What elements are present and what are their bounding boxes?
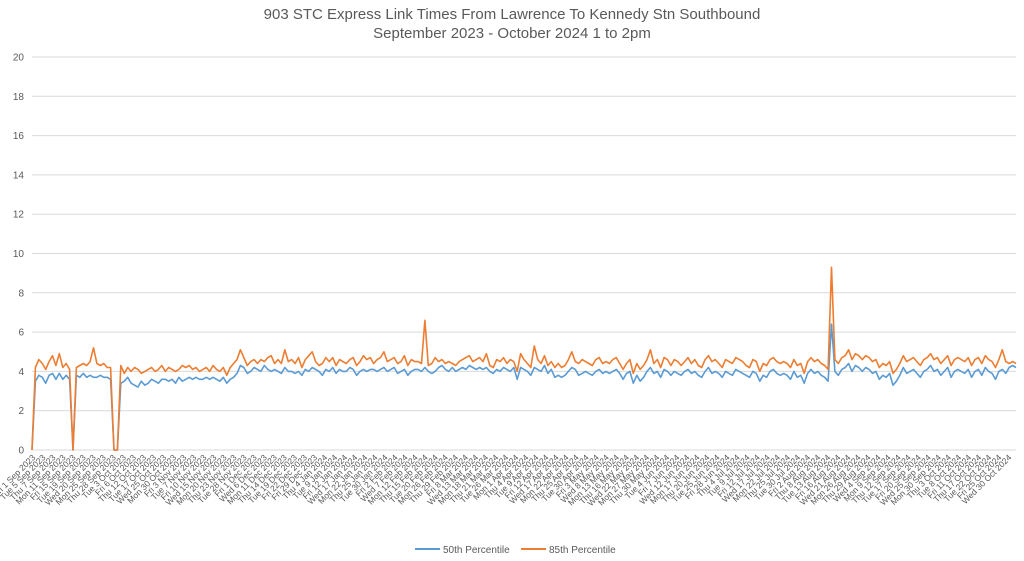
y-tick-label: 6: [18, 328, 24, 339]
series-line-50th-percentile: [31, 323, 1017, 451]
legend-label-50th: 50th Percentile: [443, 545, 510, 556]
y-tick-label: 8: [18, 288, 24, 299]
gridlines: [32, 56, 1016, 451]
series-lines: [31, 266, 1017, 451]
y-axis-ticks: 0 2 4 6 8 10 12 14 16 18 20: [13, 53, 25, 457]
y-tick-label: 2: [18, 406, 24, 417]
y-tick-label: 16: [13, 131, 25, 142]
y-tick-label: 14: [13, 170, 25, 181]
y-tick-label: 4: [18, 367, 24, 378]
legend: 50th Percentile 85th Percentile: [415, 545, 616, 556]
y-tick-label: 10: [13, 249, 25, 260]
legend-label-85th: 85th Percentile: [549, 545, 616, 556]
y-tick-label: 0: [18, 446, 24, 457]
y-tick-label: 18: [13, 92, 25, 103]
series-line-85th-percentile: [31, 266, 1017, 451]
chart-title: 903 STC Express Link Times From Lawrence…: [264, 6, 761, 23]
chart-subtitle: September 2023 - October 2024 1 to 2pm: [373, 25, 651, 42]
y-tick-label: 12: [13, 210, 25, 221]
y-tick-label: 20: [13, 53, 25, 64]
